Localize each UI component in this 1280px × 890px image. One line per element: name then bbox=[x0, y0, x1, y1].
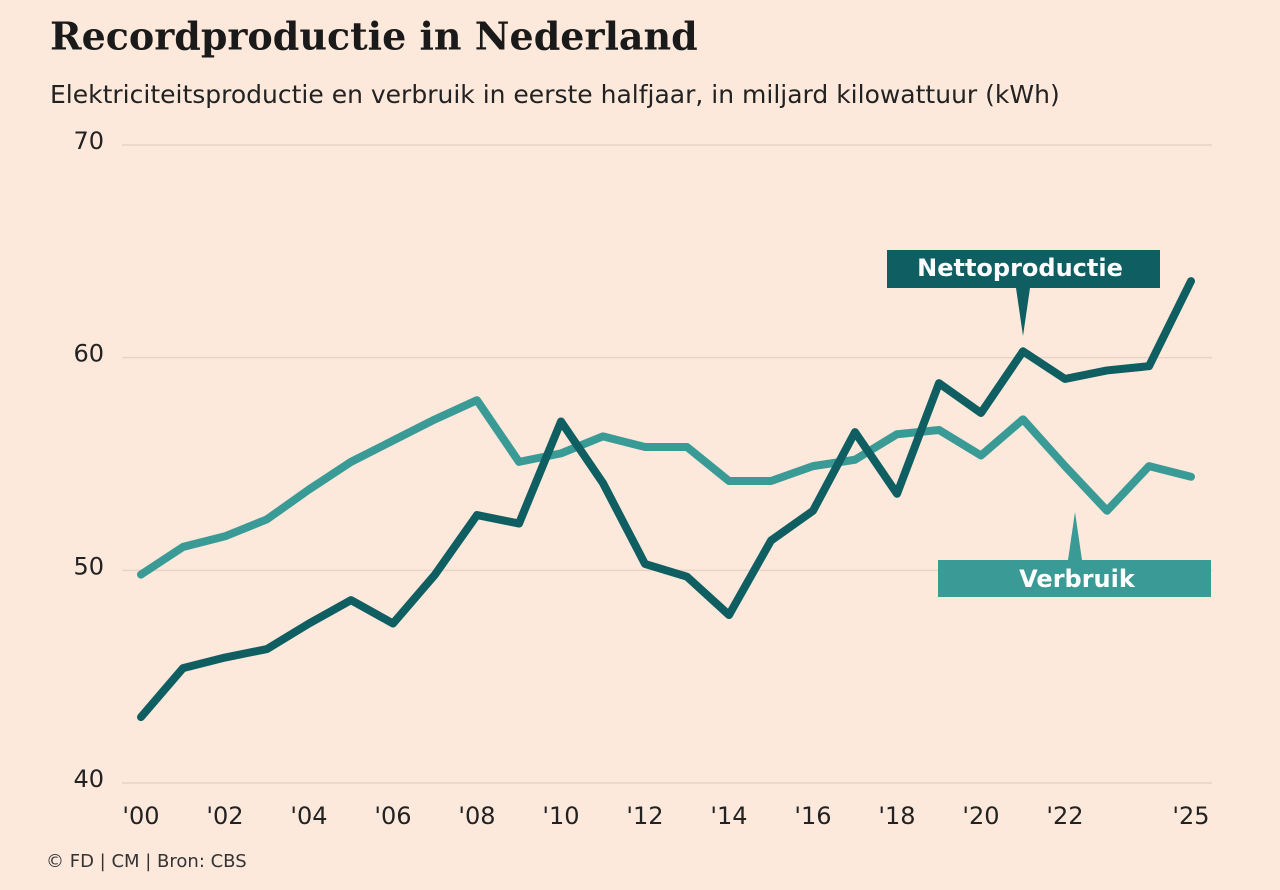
x-tick-label: '12 bbox=[626, 802, 663, 830]
source: © FD | CM | Bron: CBS bbox=[46, 851, 247, 872]
x-tick-label: '22 bbox=[1046, 802, 1083, 830]
x-tick-label: '16 bbox=[794, 802, 831, 830]
y-tick-label: 70 bbox=[73, 127, 104, 155]
x-tick-label: '02 bbox=[206, 802, 243, 830]
legend: Nettoproductie Verbruik bbox=[887, 250, 1211, 597]
y-tick-label: 40 bbox=[73, 765, 104, 793]
series-line bbox=[137, 396, 1195, 579]
grid: 40 50 60 70 '00 '02 '04 '06 '08 '10 '12 '14 '16 '18 '2… bbox=[73, 127, 1212, 830]
legend-pointer bbox=[1068, 512, 1082, 560]
x-tick-label: '18 bbox=[878, 802, 915, 830]
x-tick-label: '06 bbox=[374, 802, 411, 830]
chart-title: Recordproductie in Nederland bbox=[50, 14, 698, 59]
y-tick-label: 50 bbox=[73, 552, 104, 580]
x-tick-label: '14 bbox=[710, 802, 747, 830]
legend-box bbox=[938, 560, 1211, 597]
legend-label: Verbruik bbox=[1019, 565, 1136, 593]
x-tick-label: '04 bbox=[290, 802, 327, 830]
series-line bbox=[137, 277, 1195, 722]
lines bbox=[137, 277, 1195, 722]
y-tick-label: 60 bbox=[73, 340, 104, 368]
x-tick-label: '08 bbox=[458, 802, 495, 830]
legend-pointer bbox=[1016, 288, 1030, 336]
legend-label: Nettoproductie bbox=[917, 254, 1123, 282]
x-tick-label: '25 bbox=[1172, 802, 1209, 830]
legend-box bbox=[887, 250, 1160, 288]
chart-subtitle: Elektriciteitsproductie en verbruik in e… bbox=[50, 80, 1060, 109]
x-tick-label: '20 bbox=[962, 802, 999, 830]
x-tick-label: '00 bbox=[122, 802, 159, 830]
x-tick-label: '10 bbox=[542, 802, 579, 830]
